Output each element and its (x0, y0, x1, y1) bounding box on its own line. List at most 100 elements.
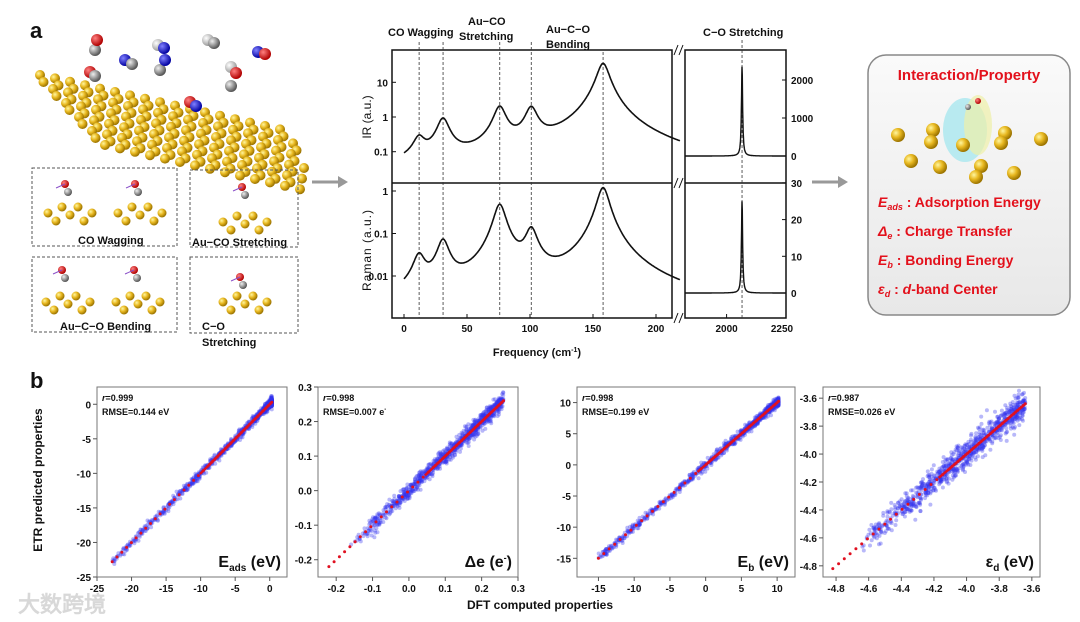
predicted-point (979, 447, 984, 452)
reference-point (837, 562, 841, 566)
predicted-point (269, 407, 274, 412)
predicted-point (635, 526, 640, 531)
gold-atom (891, 128, 905, 142)
x-tick-label: 10 (772, 584, 784, 595)
predicted-point (189, 480, 194, 485)
gold-atom (956, 138, 970, 152)
reference-point (172, 498, 176, 502)
gold-atom (240, 219, 250, 229)
x-tick-label: -10 (627, 584, 642, 595)
predicted-point (418, 487, 423, 492)
predicted-point (269, 398, 274, 402)
predicted-point (1004, 438, 1009, 443)
x-tick-label: -4.8 (827, 584, 845, 595)
mode-box-co (189, 256, 299, 334)
predicted-point (963, 470, 967, 474)
reference-point (374, 520, 378, 524)
scatter-plot-4: -4.8 -4.6 -4.4 -4.2 -4.0 -3.8 -3.6 -4.8 -4.6 -4.4… (800, 386, 1041, 595)
predicted-point (955, 467, 960, 471)
predicted-point (194, 478, 199, 483)
gold-atom (994, 136, 1008, 150)
predicted-point (984, 408, 989, 413)
gold-atom (262, 217, 272, 227)
reference-point (831, 567, 835, 571)
x-tick-label: -10 (193, 584, 208, 595)
displacement-arrow-icon (125, 183, 136, 189)
reference-point (196, 474, 200, 478)
predicted-point (637, 522, 642, 527)
spectrum-frame-low (391, 49, 673, 319)
predicted-point (155, 513, 160, 518)
x-tick-label: 0.2 (475, 584, 489, 595)
predicted-point (481, 411, 485, 416)
reference-point (607, 547, 611, 551)
predicted-point (131, 538, 136, 543)
raman-co-stretch-curve (685, 201, 786, 294)
gold-atom (299, 163, 309, 173)
scatter-plot-3: -15 -10 -5 0 5 10 -15 -10 -5 0 5 10 r=0.998 RMSE=0.19… (557, 386, 796, 595)
predicted-point (1005, 405, 1010, 410)
gold-atom (924, 135, 938, 149)
reference-point (661, 500, 665, 504)
predicted-point (709, 463, 714, 467)
predicted-point (269, 396, 274, 401)
reference-point (158, 512, 162, 516)
y-tick-label: 1 (382, 113, 388, 124)
predicted-point (941, 455, 946, 460)
predicted-point (902, 500, 907, 505)
r-value: r=0.998 (323, 393, 354, 403)
gold-atom (969, 170, 983, 184)
adsorbate-atom (159, 54, 171, 66)
reference-point (358, 535, 362, 539)
right-y-tick-label: 0 (791, 289, 797, 300)
predicted-point (267, 398, 272, 403)
reference-point (900, 507, 904, 511)
reference-point (110, 560, 114, 564)
gold-atom (205, 163, 215, 174)
predicted-point (772, 397, 777, 402)
predicted-point (239, 435, 244, 440)
reference-point (618, 538, 622, 541)
gold-atom (113, 208, 123, 218)
predicted-point (269, 397, 274, 402)
reference-point (865, 537, 869, 541)
predicted-point (161, 509, 166, 514)
predicted-point (927, 473, 932, 478)
predicted-point (137, 534, 142, 539)
reference-point (390, 505, 394, 509)
gold-atom (127, 202, 137, 212)
reference-point (406, 490, 409, 494)
gold-slab-with-adsorbates-image (35, 34, 309, 195)
adsorbate-atom (126, 58, 138, 70)
mode-box-au-co (189, 169, 299, 248)
gold-atom (133, 299, 143, 309)
x-tick-label: 100 (522, 324, 539, 335)
predicted-point (170, 500, 175, 505)
predicted-point (918, 484, 923, 489)
predicted-point (269, 397, 274, 402)
predicted-point (899, 497, 904, 502)
reference-point (144, 526, 148, 530)
rmse-value: RMSE=0.007 e- (323, 407, 386, 417)
reference-point (348, 545, 352, 549)
x-tick-label: -5 (665, 584, 674, 595)
reference-point (640, 519, 644, 523)
gold-atom (55, 291, 65, 301)
gold-atom (218, 297, 228, 307)
reference-point (624, 533, 627, 537)
reference-point (182, 488, 186, 492)
gold-atom (265, 177, 275, 188)
ir-co-stretch-curve (685, 66, 786, 157)
predicted-point (123, 549, 128, 553)
predicted-point (193, 476, 198, 481)
predicted-point (237, 428, 242, 433)
adsorbate-atom (225, 80, 237, 92)
predicted-point (185, 487, 190, 492)
predicted-point (1020, 417, 1025, 422)
reference-point (667, 495, 671, 499)
predicted-point (269, 395, 274, 400)
predicted-point (200, 465, 205, 470)
predicted-point (457, 433, 462, 437)
predicted-point (885, 514, 890, 519)
gold-atom (141, 291, 151, 301)
